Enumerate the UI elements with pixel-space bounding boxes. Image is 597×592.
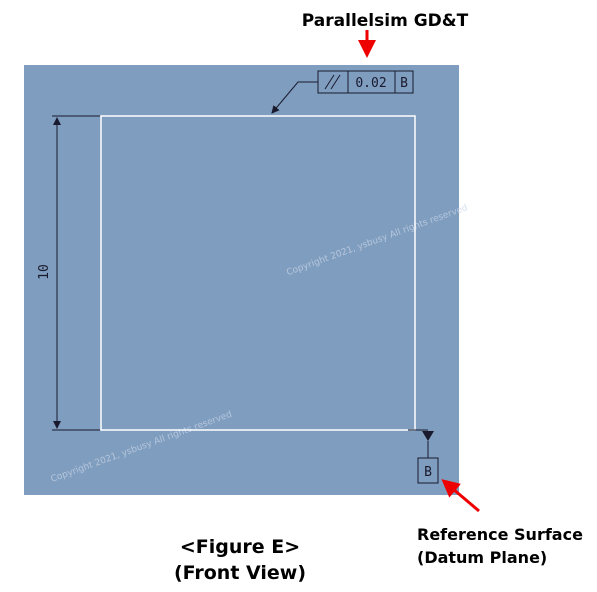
pointer-arrow <box>441 479 480 513</box>
annotation: Reference Surface <box>417 525 583 544</box>
datum-ref: B <box>400 76 408 91</box>
title: Parallelsim GD&T <box>302 11 469 31</box>
leader <box>271 81 318 114</box>
caption: <Figure E> <box>180 536 300 558</box>
datum-label: B <box>424 465 432 480</box>
drawing-panel <box>24 65 459 495</box>
dimension-text: 10 <box>37 264 52 280</box>
caption: (Front View) <box>174 562 306 584</box>
part-outline <box>100 115 416 431</box>
tolerance: 0.02 <box>355 76 386 91</box>
datum-triangle <box>422 431 434 441</box>
feature-control-frame: 0.02 B <box>317 70 414 94</box>
datum-box <box>417 457 439 484</box>
annotation: (Datum Plane) <box>417 548 547 567</box>
